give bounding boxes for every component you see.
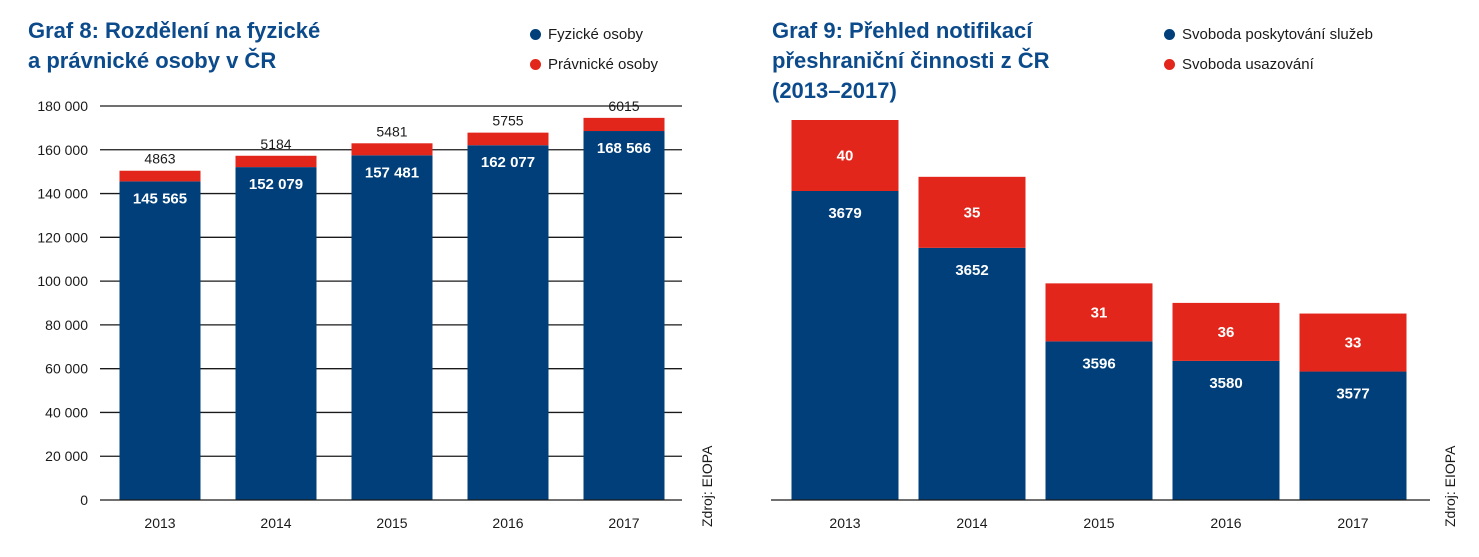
x-tick-label: 2015	[376, 515, 407, 531]
x-tick-label: 2014	[956, 515, 987, 531]
bar-segment-fyzicke-osoby	[119, 181, 201, 500]
data-label-pravnicke-osoby: 5481	[376, 123, 407, 139]
chart-title-line-1: Graf 9: Přehled notifikací	[772, 18, 1033, 43]
data-label-fyzicke-osoby: 162 077	[481, 154, 535, 171]
x-tick-label: 2013	[829, 515, 860, 531]
y-tick-label: 100 000	[37, 273, 88, 289]
bar-segment-fyzicke-osoby	[583, 131, 665, 500]
data-label-svoboda-poskytovani-sluzeb: 3577	[1336, 386, 1369, 403]
y-tick-label: 120 000	[37, 229, 88, 245]
bar-segment-svoboda-usazovani	[918, 176, 1026, 248]
y-tick-label: 140 000	[37, 186, 88, 202]
legend-swatch	[530, 58, 541, 70]
legend-swatch	[530, 28, 541, 40]
bar-segment-svoboda-usazovani	[1172, 302, 1280, 361]
data-label-svoboda-poskytovani-sluzeb: 3652	[955, 262, 988, 279]
data-label-svoboda-poskytovani-sluzeb: 3679	[828, 205, 861, 222]
legend-label: Svoboda poskytování služeb	[1182, 25, 1373, 43]
bar-segment-svoboda-usazovani	[1045, 283, 1153, 342]
bar-segment-svoboda-poskytovani-sluzeb	[1172, 360, 1280, 500]
legend-label: Svoboda usazování	[1182, 55, 1314, 73]
legend-swatch	[1164, 28, 1175, 40]
data-label-svoboda-usazovani: 35	[964, 204, 981, 221]
legend-item-fyzicke-osoby: Fyzické osoby	[530, 19, 658, 49]
bar-segment-svoboda-usazovani	[791, 120, 899, 191]
chart-title: Graf 9: Přehled notifikací přeshraniční …	[772, 16, 1050, 106]
bar-segment-fyzicke-osoby	[467, 145, 549, 501]
chart-title-line-2: a právnické osoby v ČR	[28, 48, 277, 73]
bar-segment-pravnicke-osoby	[467, 132, 549, 146]
bar-segment-pravnicke-osoby	[235, 155, 317, 168]
bar-segment-pravnicke-osoby	[119, 170, 201, 182]
y-tick-label: 0	[80, 492, 88, 508]
x-tick-label: 2016	[1210, 515, 1241, 531]
x-tick-label: 2017	[608, 515, 639, 531]
bar-segment-svoboda-usazovani	[1299, 313, 1407, 372]
chart-title-line-3: (2013–2017)	[772, 78, 897, 103]
bar-segment-pravnicke-osoby	[583, 117, 665, 132]
legend-item-svoboda-poskytovani-sluzeb: Svoboda poskytování služeb	[1164, 19, 1373, 49]
chart-title-line-2: přeshraniční činnosti z ČR	[772, 48, 1050, 73]
bar-segment-svoboda-poskytovani-sluzeb	[918, 247, 1026, 500]
source-note: Zdroj: EIOPA	[699, 445, 715, 527]
data-label-fyzicke-osoby: 145 565	[133, 190, 187, 207]
y-tick-label: 20 000	[45, 448, 88, 464]
data-label-pravnicke-osoby: 5184	[260, 136, 291, 152]
bar-segment-svoboda-poskytovani-sluzeb	[791, 191, 899, 500]
data-label-svoboda-usazovani: 36	[1218, 324, 1235, 341]
y-tick-label: 180 000	[37, 98, 88, 114]
bar-segment-fyzicke-osoby	[351, 155, 433, 500]
chart-title-line-1: Graf 8: Rozdělení na fyzické	[28, 18, 321, 43]
legend-label: Fyzické osoby	[548, 25, 644, 43]
source-note: Zdroj: EIOPA	[1442, 445, 1458, 527]
legend-item-pravnicke-osoby: Právnické osoby	[530, 49, 658, 79]
chart-legend: Fyzické osoby Právnické osoby	[530, 19, 658, 79]
data-label-svoboda-poskytovani-sluzeb: 3580	[1209, 375, 1242, 392]
data-label-fyzicke-osoby: 168 566	[597, 140, 651, 157]
y-tick-label: 160 000	[37, 142, 88, 158]
data-label-svoboda-usazovani: 31	[1091, 304, 1108, 321]
x-tick-label: 2016	[492, 515, 523, 531]
legend-swatch	[1164, 58, 1175, 70]
data-label-fyzicke-osoby: 157 481	[365, 164, 419, 181]
chart-title: Graf 8: Rozdělení na fyzické a právnické…	[28, 16, 320, 76]
data-label-pravnicke-osoby: 6015	[608, 98, 639, 114]
bar-segment-svoboda-poskytovani-sluzeb	[1299, 371, 1407, 500]
data-label-pravnicke-osoby: 4863	[144, 151, 175, 167]
chart-legend: Svoboda poskytování služeb Svoboda usazo…	[1164, 19, 1373, 79]
chart-graf-8: Graf 8: Rozdělení na fyzické a právnické…	[28, 16, 715, 531]
bar-segment-svoboda-poskytovani-sluzeb	[1045, 341, 1153, 500]
x-tick-label: 2013	[144, 515, 175, 531]
data-label-svoboda-usazovani: 33	[1345, 335, 1362, 352]
chart-plot-area: 40 3679 2013 35 3652 2014 31 3596 2015 36 3580 2016…	[771, 120, 1430, 531]
y-tick-label: 40 000	[45, 404, 88, 420]
y-tick-label: 60 000	[45, 361, 88, 377]
legend-label: Právnické osoby	[548, 55, 659, 73]
bar-segment-fyzicke-osoby	[235, 167, 317, 500]
x-tick-label: 2014	[260, 515, 291, 531]
data-label-svoboda-poskytovani-sluzeb: 3596	[1082, 355, 1115, 372]
y-tick-label: 80 000	[45, 317, 88, 333]
x-tick-label: 2017	[1337, 515, 1368, 531]
data-label-pravnicke-osoby: 5755	[492, 113, 523, 129]
data-label-fyzicke-osoby: 152 079	[249, 176, 303, 193]
x-tick-label: 2015	[1083, 515, 1114, 531]
bar-segment-pravnicke-osoby	[351, 143, 433, 156]
data-label-svoboda-usazovani: 40	[837, 148, 854, 165]
chart-graf-9: Graf 9: Přehled notifikací přeshraniční …	[740, 0, 1479, 557]
chart-plot-area: 0 20 000 40 000 60 000 80 000 100 000 120 000 1…	[37, 98, 682, 531]
legend-item-svoboda-usazovani: Svoboda usazování	[1164, 49, 1373, 79]
